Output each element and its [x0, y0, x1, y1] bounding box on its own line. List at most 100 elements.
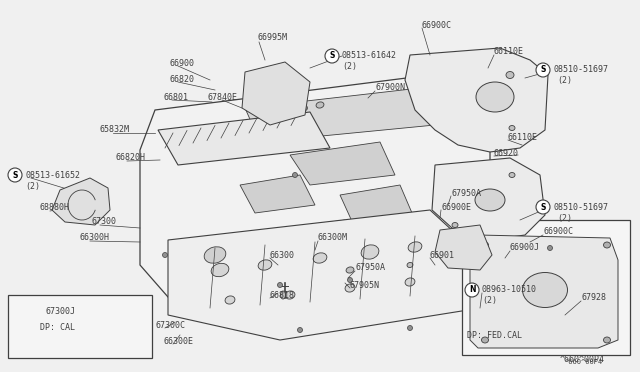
- Polygon shape: [245, 88, 435, 142]
- Polygon shape: [432, 158, 545, 240]
- Text: S: S: [540, 65, 546, 74]
- Circle shape: [325, 49, 339, 63]
- Text: S: S: [540, 202, 546, 212]
- Text: 08510-51697: 08510-51697: [553, 65, 608, 74]
- Ellipse shape: [303, 106, 307, 110]
- Ellipse shape: [163, 253, 168, 257]
- Text: 67300J: 67300J: [45, 308, 75, 317]
- Text: N: N: [468, 285, 476, 295]
- Ellipse shape: [278, 106, 282, 109]
- Text: 66818: 66818: [270, 291, 295, 299]
- Text: (2): (2): [557, 214, 572, 222]
- Text: 68880H: 68880H: [40, 203, 70, 212]
- Text: 66900C: 66900C: [422, 20, 452, 29]
- Ellipse shape: [452, 222, 458, 228]
- Text: 67905N: 67905N: [350, 280, 380, 289]
- Ellipse shape: [452, 241, 474, 259]
- Text: 67300C: 67300C: [155, 321, 185, 330]
- Ellipse shape: [346, 267, 354, 273]
- Text: (2): (2): [557, 77, 572, 86]
- Text: ^660^00P4: ^660^00P4: [560, 356, 605, 365]
- Polygon shape: [275, 220, 360, 268]
- Text: 66300M: 66300M: [318, 234, 348, 243]
- Text: 66900E: 66900E: [441, 202, 471, 212]
- Ellipse shape: [475, 189, 505, 211]
- Text: DP: CAL: DP: CAL: [40, 323, 75, 331]
- Ellipse shape: [506, 71, 514, 78]
- Text: 66300: 66300: [270, 250, 295, 260]
- Text: 66820: 66820: [170, 74, 195, 83]
- Ellipse shape: [316, 102, 324, 108]
- Text: 67300: 67300: [92, 218, 117, 227]
- Ellipse shape: [345, 284, 355, 292]
- Ellipse shape: [292, 173, 298, 177]
- Text: 66920: 66920: [494, 148, 519, 157]
- Ellipse shape: [604, 242, 611, 248]
- Ellipse shape: [407, 263, 413, 267]
- Ellipse shape: [472, 241, 477, 246]
- Ellipse shape: [408, 242, 422, 252]
- Ellipse shape: [509, 173, 515, 177]
- Text: S: S: [12, 170, 18, 180]
- Ellipse shape: [280, 291, 285, 299]
- Text: 66801: 66801: [164, 93, 189, 102]
- Polygon shape: [435, 225, 492, 270]
- Ellipse shape: [481, 337, 488, 343]
- Text: 67950A: 67950A: [451, 189, 481, 198]
- Ellipse shape: [509, 125, 515, 131]
- Polygon shape: [8, 295, 152, 358]
- Text: 66110E: 66110E: [508, 132, 538, 141]
- Ellipse shape: [408, 326, 413, 330]
- Polygon shape: [240, 175, 315, 213]
- Polygon shape: [470, 235, 618, 348]
- Text: 08513-61642: 08513-61642: [342, 51, 397, 61]
- Ellipse shape: [298, 327, 303, 333]
- Circle shape: [465, 283, 479, 297]
- Ellipse shape: [547, 246, 552, 250]
- Ellipse shape: [285, 291, 295, 299]
- Ellipse shape: [405, 278, 415, 286]
- Circle shape: [536, 200, 550, 214]
- Text: 08963-10510: 08963-10510: [482, 285, 537, 295]
- Text: 66110E: 66110E: [494, 48, 524, 57]
- Polygon shape: [405, 48, 548, 152]
- Text: 08510-51697: 08510-51697: [553, 202, 608, 212]
- Text: 66900: 66900: [170, 58, 195, 67]
- Text: 08513-61652: 08513-61652: [25, 170, 80, 180]
- Text: 67928: 67928: [581, 294, 606, 302]
- Polygon shape: [52, 178, 110, 225]
- Ellipse shape: [348, 278, 353, 282]
- Ellipse shape: [204, 247, 226, 263]
- Polygon shape: [290, 142, 395, 185]
- Ellipse shape: [271, 90, 279, 96]
- Ellipse shape: [522, 273, 568, 308]
- Ellipse shape: [313, 253, 327, 263]
- Text: 65832M: 65832M: [100, 125, 130, 135]
- Polygon shape: [158, 112, 330, 165]
- Ellipse shape: [481, 242, 488, 248]
- Ellipse shape: [287, 292, 293, 298]
- Circle shape: [536, 63, 550, 77]
- Text: (2): (2): [25, 182, 40, 190]
- Text: 67950A: 67950A: [355, 263, 385, 273]
- Text: 66995M: 66995M: [258, 33, 288, 42]
- Polygon shape: [340, 185, 415, 228]
- Text: 66901: 66901: [430, 250, 455, 260]
- Text: (2): (2): [342, 62, 357, 71]
- Circle shape: [8, 168, 22, 182]
- Polygon shape: [462, 220, 630, 355]
- Ellipse shape: [57, 305, 63, 311]
- Text: DP: FED.CAL: DP: FED.CAL: [467, 330, 522, 340]
- Ellipse shape: [258, 260, 272, 270]
- Text: 66900C: 66900C: [543, 228, 573, 237]
- Text: 66300E: 66300E: [163, 337, 193, 346]
- Text: 67840E: 67840E: [208, 93, 238, 102]
- Text: 66900J: 66900J: [510, 244, 540, 253]
- Ellipse shape: [361, 245, 379, 259]
- Text: 66820H: 66820H: [116, 154, 146, 163]
- Text: 66300H: 66300H: [79, 234, 109, 243]
- Ellipse shape: [604, 337, 611, 343]
- Polygon shape: [242, 62, 310, 125]
- Text: (2): (2): [482, 296, 497, 305]
- Text: ^660^00P4: ^660^00P4: [565, 359, 604, 365]
